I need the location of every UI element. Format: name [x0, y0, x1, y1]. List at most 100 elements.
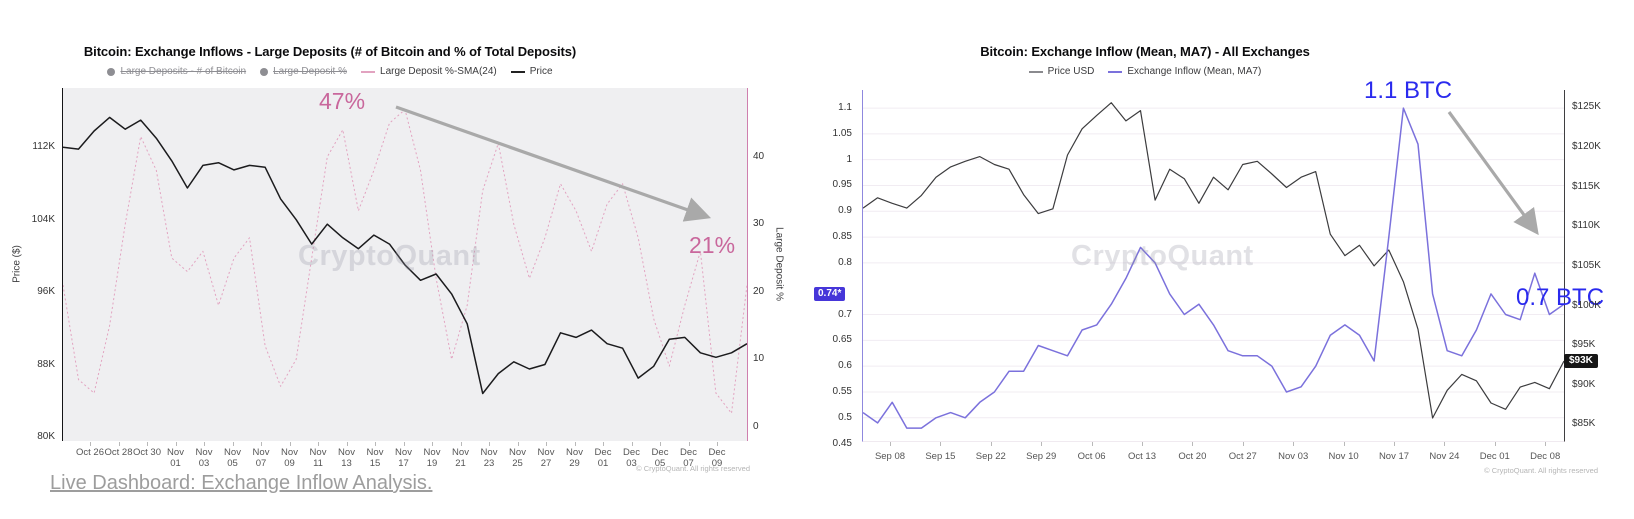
y-tick: 0.55 [832, 385, 852, 397]
x-tick: Nov 17 [1378, 451, 1410, 462]
x-tick-mark [574, 442, 576, 446]
x-tick: Oct 20 [1178, 451, 1207, 462]
x-tick: Nov 03 [1278, 451, 1309, 462]
x-tick-mark [175, 442, 177, 446]
x-tick-mark [232, 442, 234, 446]
legend-item[interactable]: Large Deposit %-SMA(24) [361, 66, 497, 77]
x-tick-mark [1192, 442, 1194, 446]
x-tick: Sep 22 [975, 451, 1006, 462]
x-tick-mark [688, 442, 690, 446]
x-tick: Dec 01 [594, 447, 612, 469]
x-tick-mark [1142, 442, 1143, 446]
y-tick: $110K [1572, 220, 1601, 232]
y-tick: 0.85 [832, 231, 852, 243]
x-tick-mark [603, 442, 604, 446]
legend-line-icon [510, 70, 525, 73]
y-tick: $125K [1572, 101, 1601, 113]
left-chart-plot[interactable]: CryptoQuant 47% 21% [62, 88, 748, 441]
x-tick: Dec 07 [680, 447, 697, 469]
left-chart-title: Bitcoin: Exchange Inflows - Large Deposi… [83, 44, 577, 59]
x-tick: Nov 10 [1328, 451, 1359, 462]
x-tick-mark [204, 442, 205, 446]
x-tick-mark [318, 442, 319, 446]
x-tick: Oct 13 [1128, 451, 1156, 462]
y-tick: 88K [37, 358, 55, 370]
x-tick: Dec 08 [1530, 451, 1561, 462]
x-tick-mark [403, 442, 405, 446]
x-tick-mark [1545, 442, 1547, 446]
y-tick: $95K [1572, 339, 1596, 351]
x-tick: Nov 19 [423, 447, 441, 469]
y-tick: 30 [753, 218, 765, 230]
legend-line-icon [1108, 70, 1123, 73]
y-tick: 20 [753, 285, 765, 297]
x-tick: Nov 03 [195, 447, 213, 469]
x-tick: Nov 23 [480, 447, 498, 469]
x-tick-mark [940, 442, 942, 446]
legend-dot-icon [260, 67, 269, 76]
right-chart-plot[interactable]: CryptoQuant 1.1 BTC 0.7 BTC [862, 77, 1604, 442]
y-tick: $85K [1572, 418, 1596, 430]
left-chart-yaxis-title: Price ($) [11, 245, 23, 283]
y-tick: 0 [753, 420, 759, 432]
legend-item[interactable]: Price USD [1028, 66, 1094, 77]
x-tick: Nov 01 [167, 447, 184, 469]
legend-line-icon [361, 70, 376, 73]
copyright-right: © CryptoQuant. All rights reserved [1484, 466, 1598, 475]
x-tick-mark [1343, 442, 1345, 446]
x-tick: Nov 11 [309, 447, 327, 469]
x-tick: Nov 05 [224, 447, 241, 469]
y-tick-badge: $93K [1564, 353, 1598, 368]
legend-label: Large Deposit %-SMA(24) [380, 66, 497, 77]
x-tick: Dec 05 [651, 447, 669, 469]
x-tick: Sep 29 [1026, 451, 1057, 462]
x-tick-mark [660, 442, 661, 446]
x-tick-mark [1242, 442, 1244, 446]
legend-item[interactable]: Exchange Inflow (Mean, MA7) [1108, 66, 1261, 77]
y-tick: $120K [1572, 141, 1601, 153]
live-dashboard-link[interactable]: Live Dashboard: Exchange Inflow Analysis… [50, 472, 433, 494]
x-tick: Nov 21 [452, 447, 469, 469]
y-tick: $105K [1572, 259, 1601, 271]
y-tick: 10 [753, 353, 765, 365]
legend-item[interactable]: Large Deposit % [260, 66, 347, 77]
x-tick: Oct 30 [133, 447, 161, 458]
left-chart-legend: Large Deposits - # of Bitcoin Large Depos… [20, 66, 640, 77]
y-tick: 40 [753, 150, 765, 162]
legend-item[interactable]: Large Deposits - # of Bitcoin [107, 66, 246, 77]
x-tick-mark [517, 442, 519, 446]
x-tick: Nov 24 [1429, 451, 1460, 462]
x-tick-mark [90, 442, 91, 446]
legend-label: Exchange Inflow (Mean, MA7) [1127, 66, 1262, 77]
x-tick-mark [489, 442, 490, 446]
x-tick-mark [1293, 442, 1295, 446]
legend-label: Large Deposits - # of Bitcoin [120, 66, 247, 77]
x-tick: Nov 29 [566, 447, 583, 469]
right-chart-series [863, 102, 1564, 429]
legend-item[interactable]: Price [510, 66, 553, 77]
downtrend-arrow-icon [395, 105, 712, 222]
y-tick: 96K [37, 286, 55, 298]
x-tick-mark [261, 442, 262, 446]
y-tick: 1.1 [838, 102, 852, 114]
y-tick: 104K [31, 213, 55, 225]
x-tick: Nov 07 [252, 447, 270, 469]
y-tick: 0.7 [838, 308, 852, 320]
x-tick-mark [460, 442, 462, 446]
x-tick: Oct 28 [104, 447, 133, 458]
legend-label: Large Deposit % [273, 66, 348, 77]
y-tick: $115K [1572, 180, 1601, 192]
y-tick: 1.05 [832, 127, 852, 139]
y-tick: 0.9 [838, 205, 852, 217]
y-tick: 0.95 [832, 179, 852, 191]
x-tick-mark [147, 442, 148, 446]
x-tick-mark [1041, 442, 1043, 446]
x-tick-mark [118, 442, 120, 446]
y-tick: 0.45 [832, 437, 852, 449]
legend-label: Price [529, 66, 553, 77]
x-tick: Nov 27 [537, 447, 555, 469]
y-tick: $90K [1572, 378, 1596, 390]
legend-line-icon [1028, 70, 1043, 73]
y-tick: 0.6 [838, 360, 852, 372]
